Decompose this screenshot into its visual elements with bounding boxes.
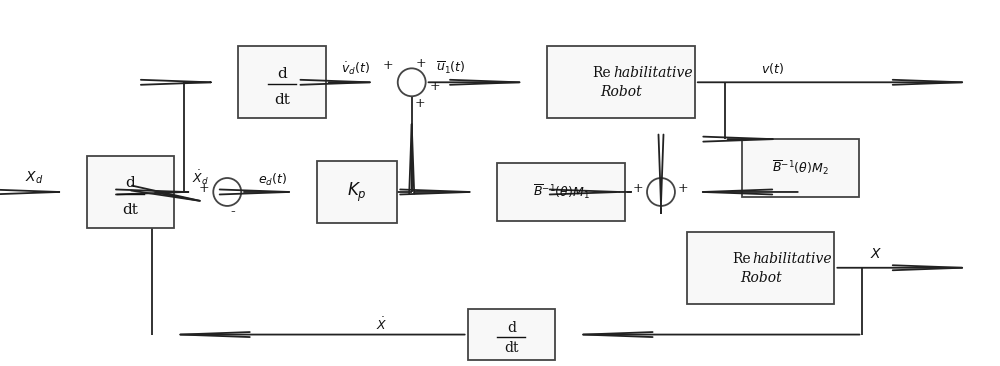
Text: $K_p$: $K_p$ — [347, 180, 367, 203]
Text: +: + — [416, 57, 426, 70]
Text: habilitative: habilitative — [753, 252, 832, 266]
Circle shape — [213, 178, 241, 206]
Text: $\dot{X}_d$: $\dot{X}_d$ — [192, 169, 209, 187]
Text: dt: dt — [123, 203, 138, 217]
Bar — [547, 46, 695, 118]
Text: $X_d$: $X_d$ — [25, 170, 43, 186]
Text: Robot: Robot — [600, 85, 642, 99]
Bar — [468, 309, 555, 361]
Text: dt: dt — [504, 340, 519, 355]
Text: $\dot{X}$: $\dot{X}$ — [376, 316, 387, 333]
Text: Re: Re — [732, 252, 751, 266]
Text: $e_d(t)$: $e_d(t)$ — [258, 172, 287, 188]
Bar — [742, 139, 859, 197]
Text: -: - — [230, 205, 235, 219]
Circle shape — [398, 68, 426, 96]
Text: d: d — [277, 67, 287, 81]
Text: $\dot{v}_d(t)$: $\dot{v}_d(t)$ — [341, 60, 370, 76]
Text: d: d — [507, 321, 516, 335]
Text: +: + — [199, 183, 209, 195]
Bar — [238, 46, 326, 118]
Text: Robot: Robot — [740, 271, 782, 285]
Text: $v(t)$: $v(t)$ — [761, 61, 784, 76]
Text: Re: Re — [592, 66, 611, 80]
Bar — [317, 161, 397, 223]
Text: dt: dt — [274, 93, 290, 107]
Text: d: d — [126, 176, 135, 190]
Text: $X$: $X$ — [870, 247, 883, 261]
Text: $\overline{u}_1(t)$: $\overline{u}_1(t)$ — [436, 60, 465, 76]
Text: +: + — [678, 183, 689, 195]
Text: +: + — [430, 80, 440, 93]
Bar — [497, 163, 625, 221]
Bar — [87, 156, 174, 228]
Text: $\overline{B}^{-1}(\theta)M_2$: $\overline{B}^{-1}(\theta)M_2$ — [772, 159, 829, 177]
Text: $\overline{B}^{-1}(\theta)M_1$: $\overline{B}^{-1}(\theta)M_1$ — [533, 183, 590, 201]
Text: habilitative: habilitative — [613, 66, 693, 80]
Text: +: + — [415, 97, 425, 110]
Circle shape — [647, 178, 675, 206]
Text: +: + — [382, 59, 393, 72]
Text: +: + — [632, 183, 643, 195]
Bar — [687, 232, 834, 304]
